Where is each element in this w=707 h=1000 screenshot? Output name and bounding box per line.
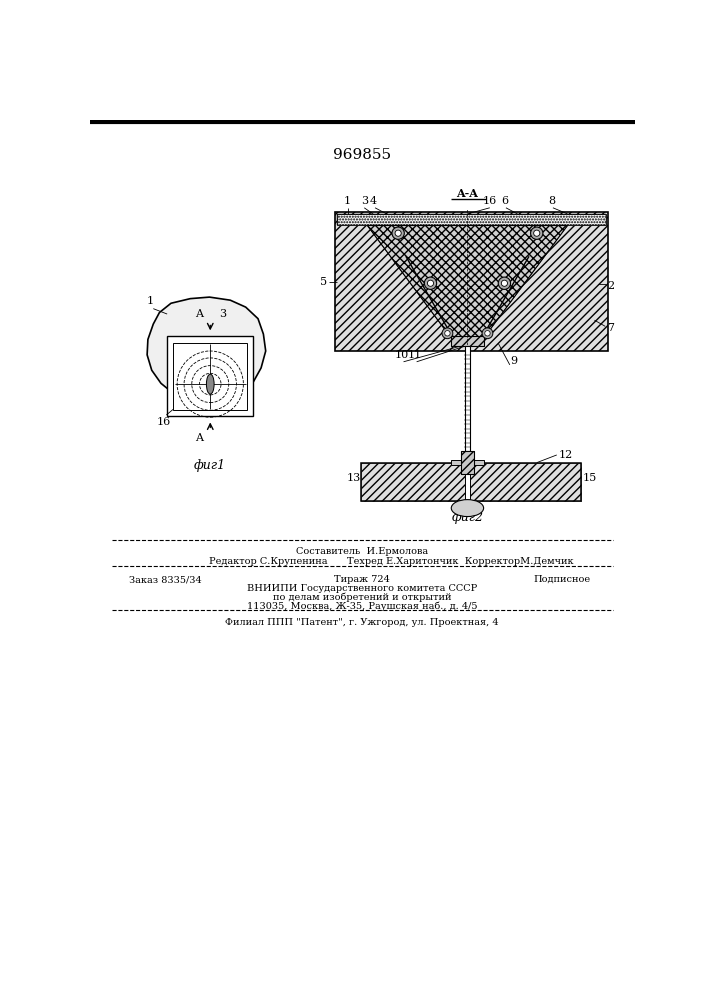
Circle shape <box>498 277 510 289</box>
Circle shape <box>424 277 437 289</box>
Bar <box>450 460 484 465</box>
Text: 15: 15 <box>583 473 597 483</box>
Text: 113035, Москва, Ж-35, Раушская наб., д. 4/5: 113035, Москва, Ж-35, Раушская наб., д. … <box>247 601 477 611</box>
Bar <box>450 336 484 346</box>
Bar <box>167 336 253 416</box>
Circle shape <box>395 230 402 236</box>
Bar <box>337 214 606 225</box>
Text: A-A: A-A <box>457 188 479 199</box>
Bar <box>361 463 581 501</box>
Text: по делам изобретений и открытий: по делам изобретений и открытий <box>273 593 451 602</box>
Bar <box>465 346 469 451</box>
Bar <box>361 463 581 501</box>
Text: 2: 2 <box>607 281 614 291</box>
Text: 14: 14 <box>398 473 412 483</box>
Text: фuг2: фuг2 <box>451 511 484 524</box>
Bar <box>337 214 606 225</box>
Text: Филиал ППП "Патент", г. Ужгород, ул. Проектная, 4: Филиал ППП "Патент", г. Ужгород, ул. Про… <box>225 618 498 627</box>
Polygon shape <box>147 297 266 402</box>
Text: Составитель  И.Ермолова: Составитель И.Ермолова <box>296 547 428 556</box>
Circle shape <box>442 328 452 339</box>
Bar <box>450 336 484 346</box>
Text: Заказ 8335/34: Заказ 8335/34 <box>129 575 201 584</box>
Text: Тираж 724: Тираж 724 <box>334 575 390 584</box>
Text: 17: 17 <box>172 383 186 393</box>
Text: Редактор С.Крупенина: Редактор С.Крупенина <box>209 557 328 566</box>
Text: A: A <box>195 433 204 443</box>
Text: 4: 4 <box>370 196 377 206</box>
Bar <box>465 460 469 503</box>
Text: 3: 3 <box>361 196 368 206</box>
Text: 3: 3 <box>219 309 227 319</box>
Text: 13: 13 <box>347 473 361 483</box>
Text: 7: 7 <box>607 323 614 333</box>
Text: 12: 12 <box>559 450 573 460</box>
Text: Техред Е.Харитончик  КорректорМ.Демчик: Техред Е.Харитончик КорректорМ.Демчик <box>346 557 573 566</box>
Circle shape <box>485 331 490 336</box>
Circle shape <box>534 230 540 236</box>
Circle shape <box>392 227 404 239</box>
Bar <box>460 451 474 474</box>
Text: 6: 6 <box>501 196 508 206</box>
Circle shape <box>445 331 450 336</box>
Text: 969855: 969855 <box>333 148 391 162</box>
Ellipse shape <box>451 500 484 517</box>
Text: 16: 16 <box>157 417 171 427</box>
Text: 1: 1 <box>344 196 351 206</box>
Text: 11: 11 <box>408 350 422 360</box>
Ellipse shape <box>206 374 214 394</box>
Circle shape <box>501 280 508 286</box>
Text: 10: 10 <box>395 350 409 360</box>
Text: 8: 8 <box>549 196 556 206</box>
Bar <box>173 343 247 410</box>
Text: ВНИИПИ Государственного комитета СССР: ВНИИПИ Государственного комитета СССР <box>247 584 477 593</box>
Polygon shape <box>368 225 568 337</box>
Text: 9: 9 <box>510 356 517 366</box>
Circle shape <box>530 227 543 239</box>
Text: 5: 5 <box>320 277 327 287</box>
Text: 1: 1 <box>146 296 153 306</box>
Text: Подписное: Подписное <box>534 575 590 584</box>
Text: A: A <box>195 309 204 319</box>
Circle shape <box>428 280 433 286</box>
Text: фuг1: фuг1 <box>194 459 226 472</box>
Bar <box>460 451 474 474</box>
Text: 16: 16 <box>483 196 497 206</box>
Circle shape <box>482 328 493 339</box>
Polygon shape <box>335 212 607 351</box>
